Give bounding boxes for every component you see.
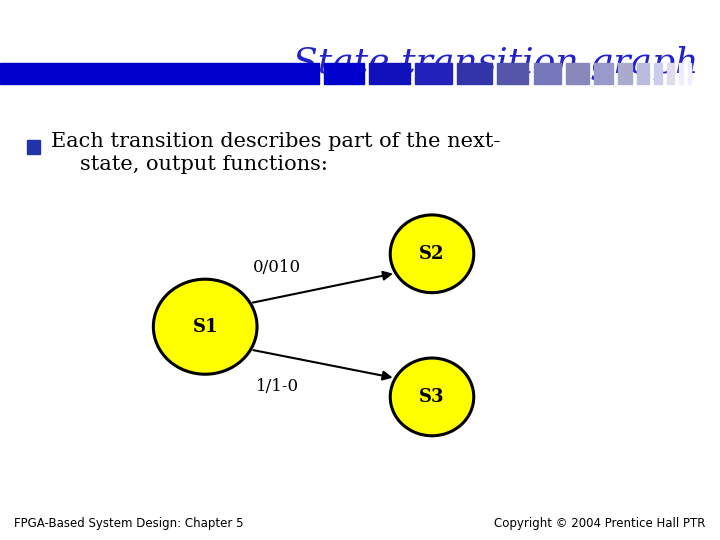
Text: 1/1-0: 1/1-0 <box>256 377 299 395</box>
Ellipse shape <box>390 215 474 293</box>
Bar <box>618 63 632 84</box>
Bar <box>667 63 674 84</box>
Text: State transition graph: State transition graph <box>293 46 698 80</box>
Bar <box>497 63 528 84</box>
Bar <box>688 63 691 84</box>
Text: state, output functions:: state, output functions: <box>80 155 328 174</box>
Text: 0/010: 0/010 <box>253 259 301 276</box>
Text: Each transition describes part of the next-: Each transition describes part of the ne… <box>51 132 500 151</box>
Bar <box>654 63 662 84</box>
Bar <box>637 63 649 84</box>
Bar <box>415 63 452 84</box>
Text: S2: S2 <box>419 245 445 263</box>
Bar <box>369 63 410 84</box>
Ellipse shape <box>153 279 257 374</box>
Bar <box>566 63 589 84</box>
Text: Copyright © 2004 Prentice Hall PTR: Copyright © 2004 Prentice Hall PTR <box>494 517 706 530</box>
Bar <box>324 63 364 84</box>
Ellipse shape <box>390 358 474 436</box>
Text: S3: S3 <box>419 388 445 406</box>
Text: FPGA-Based System Design: Chapter 5: FPGA-Based System Design: Chapter 5 <box>14 517 244 530</box>
Bar <box>27 140 40 154</box>
Bar <box>679 63 683 84</box>
Bar <box>594 63 613 84</box>
Bar <box>457 63 492 84</box>
Text: S1: S1 <box>192 318 218 336</box>
Bar <box>534 63 561 84</box>
Bar <box>0 63 319 84</box>
